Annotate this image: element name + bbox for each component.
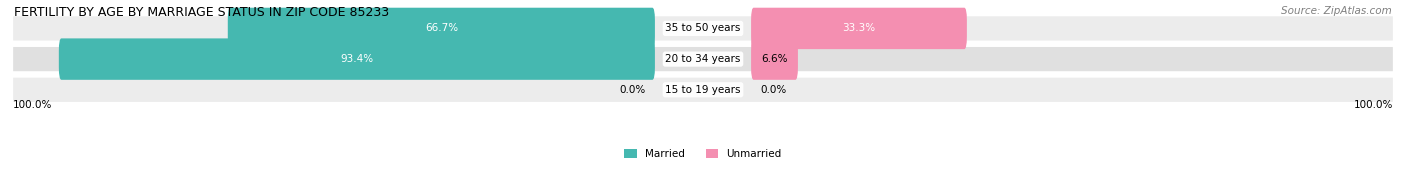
- Text: 0.0%: 0.0%: [761, 85, 786, 95]
- Text: 100.0%: 100.0%: [13, 100, 52, 110]
- Text: 66.7%: 66.7%: [425, 23, 458, 34]
- Text: FERTILITY BY AGE BY MARRIAGE STATUS IN ZIP CODE 85233: FERTILITY BY AGE BY MARRIAGE STATUS IN Z…: [14, 6, 389, 19]
- FancyBboxPatch shape: [13, 78, 1393, 102]
- Text: 35 to 50 years: 35 to 50 years: [665, 23, 741, 34]
- Text: 15 to 19 years: 15 to 19 years: [665, 85, 741, 95]
- Text: 100.0%: 100.0%: [1354, 100, 1393, 110]
- Legend: Married, Unmarried: Married, Unmarried: [620, 145, 786, 163]
- Text: Source: ZipAtlas.com: Source: ZipAtlas.com: [1281, 6, 1392, 16]
- FancyBboxPatch shape: [59, 38, 655, 80]
- Text: 0.0%: 0.0%: [620, 85, 645, 95]
- FancyBboxPatch shape: [13, 16, 1393, 41]
- FancyBboxPatch shape: [751, 8, 967, 49]
- Text: 93.4%: 93.4%: [340, 54, 374, 64]
- Text: 6.6%: 6.6%: [761, 54, 787, 64]
- FancyBboxPatch shape: [13, 47, 1393, 71]
- Text: 33.3%: 33.3%: [842, 23, 876, 34]
- Text: 20 to 34 years: 20 to 34 years: [665, 54, 741, 64]
- FancyBboxPatch shape: [228, 8, 655, 49]
- FancyBboxPatch shape: [751, 38, 799, 80]
